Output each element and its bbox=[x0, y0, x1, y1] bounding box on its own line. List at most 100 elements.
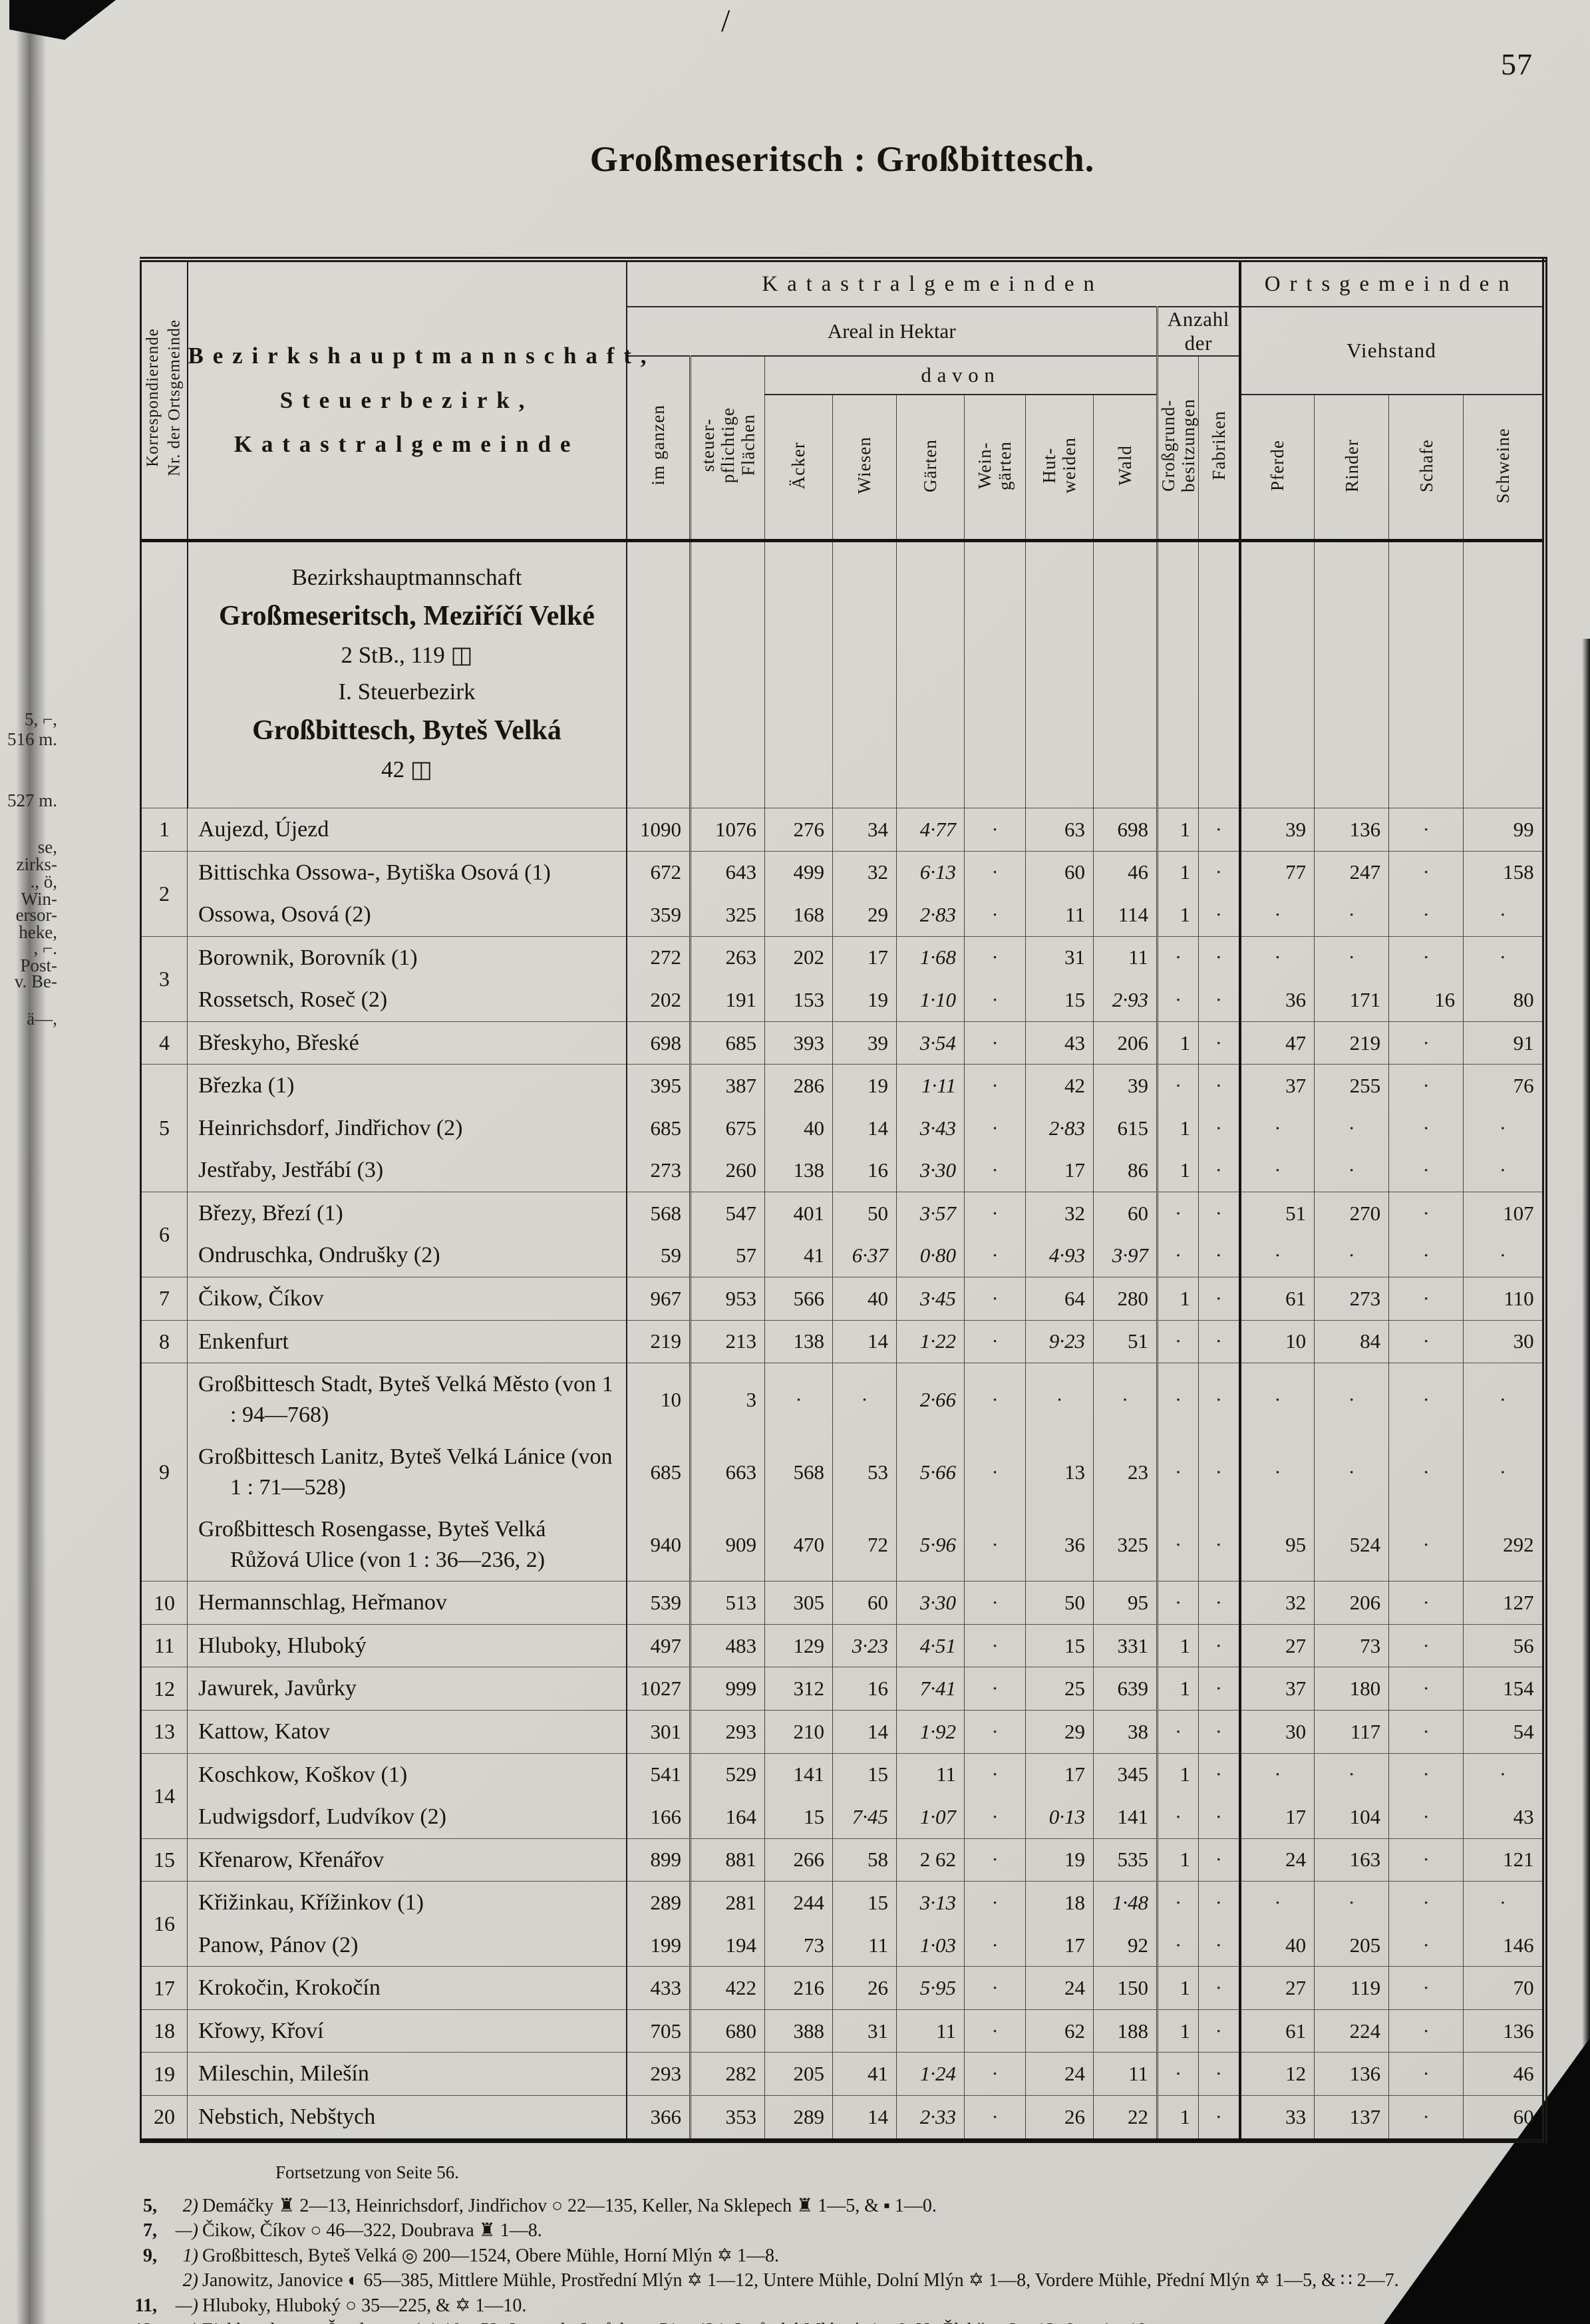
empty-cell bbox=[1156, 540, 1199, 808]
value-cell: 1 bbox=[1156, 2094, 1199, 2140]
value-cell: 1076 bbox=[689, 808, 765, 852]
value-cell: 54 bbox=[1463, 1710, 1545, 1754]
gemeinde-name: Großbittesch Stadt, Byteš Velká Město (v… bbox=[187, 1363, 627, 1436]
value-cell: 663 bbox=[689, 1436, 765, 1509]
value-cell: 1·11 bbox=[896, 1064, 965, 1107]
table-row: Ludwigsdorf, Ludvíkov (2) 166 164 15 7·45 1·0… bbox=[141, 1796, 1545, 1839]
value-cell: 40 bbox=[832, 1277, 897, 1321]
value-cell: 60 bbox=[1093, 1191, 1158, 1235]
value-cell: 1·48 bbox=[1093, 1881, 1158, 1924]
value-cell: 615 bbox=[1093, 1106, 1158, 1150]
value-cell: 680 bbox=[689, 2009, 765, 2053]
value-cell: · bbox=[1197, 1752, 1240, 1796]
value-cell: · bbox=[1388, 1796, 1464, 1839]
value-cell: · bbox=[1197, 935, 1240, 979]
value-cell: 643 bbox=[689, 850, 765, 894]
value-cell: 3·30 bbox=[896, 1149, 965, 1192]
col-header-pferde: Pferde bbox=[1238, 395, 1315, 542]
value-cell: · bbox=[1314, 1363, 1389, 1436]
value-cell: 137 bbox=[1314, 2094, 1389, 2140]
value-cell: · bbox=[1238, 1436, 1315, 1509]
value-cell: 909 bbox=[689, 1508, 765, 1581]
mainhead-line-3: Katastralgemeinde bbox=[234, 431, 580, 458]
value-cell: · bbox=[1314, 1436, 1389, 1509]
value-cell: · bbox=[964, 894, 1026, 937]
value-cell: 10 bbox=[625, 1363, 691, 1436]
value-cell: 273 bbox=[1314, 1277, 1389, 1321]
value-cell: 5·95 bbox=[896, 1966, 965, 2010]
gemeinde-name-text: Nebstich, Nebštych bbox=[198, 2104, 376, 2129]
value-cell: · bbox=[1388, 2052, 1464, 2096]
value-cell: 31 bbox=[832, 2009, 897, 2053]
table-header: Korrespondierende Nr. der Ortsgemeinde B… bbox=[140, 259, 1545, 542]
value-cell: 199 bbox=[625, 1923, 691, 1967]
value-cell: 61 bbox=[1238, 2009, 1315, 2053]
stray-slash-mark: / bbox=[721, 3, 730, 39]
value-cell: · bbox=[1025, 1363, 1094, 1436]
value-cell: 141 bbox=[764, 1752, 833, 1796]
section-line-grossmeseritsch: Großmeseritsch, Meziříčí Velké bbox=[219, 601, 595, 632]
value-cell: · bbox=[1388, 1838, 1464, 1882]
value-cell: 1 bbox=[1156, 1149, 1199, 1192]
value-cell: 17 bbox=[1238, 1796, 1315, 1839]
table-row: 6 Březy, Březí (1) 568 547 401 50 3·57 · 32 60 · · 5… bbox=[140, 1191, 1545, 1277]
gemeinde-name: Aujezd, Újezd bbox=[187, 808, 627, 852]
value-cell: 70 bbox=[1463, 1966, 1545, 2010]
gemeinde-name-text: Kattow, Katov bbox=[198, 1719, 330, 1744]
table-row: 16 Křižinkau, Křížinkov (1) 289 281 244 15 3·1… bbox=[140, 1881, 1545, 1967]
value-cell: 16 bbox=[832, 1149, 897, 1192]
mainhead-line-1: Bezirkshauptmannschaft, bbox=[188, 343, 656, 369]
value-cell: 43 bbox=[1025, 1021, 1094, 1065]
group-header-davon: davon bbox=[764, 356, 1158, 395]
value-cell: · bbox=[1388, 1277, 1464, 1321]
value-cell: 293 bbox=[689, 1710, 765, 1754]
margin-fragment: se, bbox=[37, 837, 57, 857]
value-cell: · bbox=[1388, 1149, 1464, 1192]
empty-cell bbox=[1197, 540, 1240, 808]
value-cell: · bbox=[1197, 1623, 1240, 1667]
value-cell: · bbox=[964, 2094, 1026, 2140]
value-cell: 881 bbox=[689, 1838, 765, 1882]
value-cell: 568 bbox=[764, 1436, 833, 1509]
empty-cell bbox=[1238, 540, 1315, 808]
col-header-schafe: Schafe bbox=[1388, 395, 1464, 542]
value-cell: 470 bbox=[764, 1508, 833, 1581]
value-cell: · bbox=[1197, 1667, 1240, 1711]
value-cell: 4·51 bbox=[896, 1623, 965, 1667]
value-cell: 698 bbox=[1093, 808, 1158, 852]
rinder-label: Rinder bbox=[1341, 438, 1362, 492]
value-cell: 19 bbox=[832, 1064, 897, 1107]
schweine-label: Schweine bbox=[1492, 427, 1513, 504]
value-cell: 39 bbox=[1238, 808, 1315, 852]
value-cell: 529 bbox=[689, 1752, 765, 1796]
row-number: 9 bbox=[140, 1363, 188, 1581]
table-row: Ossowa, Osová (2) 359 325 168 29 2·83 · 11 114 1 ·… bbox=[141, 894, 1545, 937]
fn-text: Eichhornhütten, Šmelcovna (∷) 10—53, Jaw… bbox=[202, 2318, 1433, 2324]
gemeinde-name-text: Panow, Pánov (2) bbox=[198, 1932, 359, 1957]
value-cell: 72 bbox=[832, 1508, 897, 1581]
value-cell: 63 bbox=[1025, 808, 1094, 852]
row-number: 15 bbox=[140, 1838, 188, 1882]
table-row: 18 Křowy, Křoví 705 680 388 31 11 · 62 188 1 · 61 224… bbox=[140, 2009, 1545, 2053]
value-cell: · bbox=[1197, 894, 1240, 937]
value-cell: 3·30 bbox=[896, 1581, 965, 1625]
margin-fragment: ., ö, bbox=[30, 872, 58, 892]
value-cell: · bbox=[1238, 1881, 1315, 1924]
value-cell: · bbox=[964, 1923, 1026, 1967]
value-cell: 15 bbox=[1025, 979, 1094, 1022]
value-cell: 247 bbox=[1314, 850, 1389, 894]
value-cell: 210 bbox=[764, 1710, 833, 1754]
gemeinde-name-text: Ludwigsdorf, Ludvíkov (2) bbox=[198, 1804, 447, 1830]
page-title: Großmeseritsch : Großbittesch. bbox=[589, 139, 1095, 179]
value-cell: 51 bbox=[1238, 1191, 1315, 1235]
value-cell: 289 bbox=[764, 2094, 833, 2140]
value-cell: 10 bbox=[1238, 1319, 1315, 1363]
value-cell: 104 bbox=[1314, 1796, 1389, 1839]
gemeinde-name: Březy, Březí (1) bbox=[187, 1191, 627, 1235]
value-cell: 23 bbox=[1093, 1436, 1158, 1509]
table-row: Großbittesch Rosengasse, Byteš Velká Růž… bbox=[141, 1508, 1545, 1581]
margin-fragment: 516 m. bbox=[7, 729, 57, 749]
value-cell: · bbox=[1197, 1710, 1240, 1754]
value-cell: · bbox=[964, 1966, 1026, 2010]
margin-fragment: zirks- bbox=[16, 854, 57, 874]
